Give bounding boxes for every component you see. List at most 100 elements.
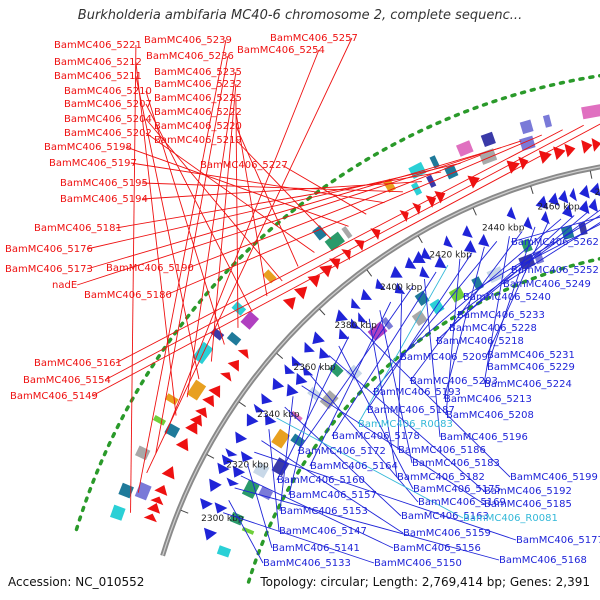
minus-label-leader [368,318,398,478]
minus-label-leader [261,440,404,534]
feature-block [426,174,437,188]
minus-gene-label: BamMC406_5141 [272,543,360,554]
plus-gene-arrow [538,150,552,164]
feature-block [312,225,328,241]
minus-label-leader [301,385,485,505]
plus-label-leader [155,55,229,454]
minus-gene-label: BamMC406_5147 [279,526,367,537]
feature-block [109,504,126,521]
plus-gene-label: BamMC406_5212 [54,57,142,68]
plus-gene-label: BamMC406_5220 [154,121,242,132]
dot-track-outer [74,74,600,532]
minus-gene-label: BamMC406_5168 [499,555,587,566]
plus-label-leader [91,123,600,397]
plus-gene-label: BamMC406_5225 [154,93,242,104]
minus-label-leader [240,475,394,549]
minus-label-leader [483,236,510,385]
plus-gene-label: BamMC406_5204 [64,114,152,125]
plus-gene-arrow [161,466,175,480]
minus-gene-label: BamMC406_5209 [400,352,488,363]
minus-gene-label: BamMC406_5187 [367,405,455,416]
feature-block [478,148,498,165]
plus-label-leader [125,146,349,227]
minus-label-leader [254,451,517,541]
plus-gene-label: BamMC406_5211 [54,71,142,82]
minus-label-leader [423,278,441,438]
plus-gene-label: BamMC406_5210 [64,86,152,97]
minus-gene-arrow [462,225,473,238]
minus-gene-arrow [240,451,254,463]
minus-gene-arrow [232,465,246,478]
plus-gene-arrow [189,414,203,427]
plus-gene-label: BamMC406_5222 [154,107,242,118]
minus-label-leader [445,258,461,416]
minus-gene-arrow [569,187,577,202]
minus-gene-arrow [404,256,417,269]
minus-label-leader [284,406,402,517]
feature-block [429,298,445,315]
plus-gene-label: BamMC406_5257 [270,33,358,44]
plus-label-leader [235,139,332,240]
plus-label-leader [235,111,268,297]
minus-label-leader [510,216,600,243]
plus-gene-arrow [154,485,168,496]
minus-label-leader [462,215,600,298]
feature-block [252,461,270,479]
minus-gene-label: BamMC406_5218 [436,336,524,347]
minus-label-leader [310,375,419,503]
minus-label-leader [366,252,473,411]
plus-gene-arrow [506,160,521,174]
minus-gene-label: BamMC406_5224 [484,379,572,390]
minus-gene-arrow [302,366,314,376]
feature-block [135,445,151,461]
minus-gene-label: BamMC406_5228 [449,323,537,334]
minus-label-leader [399,218,562,358]
plus-gene-arrow [307,275,321,288]
minus-gene-arrow [335,309,348,322]
gene-arrows [143,138,600,541]
minus-gene-arrow [225,448,238,457]
plus-gene-label: BamMC406_5221 [54,40,142,51]
minus-label-leader [331,271,437,437]
feature-block [271,457,290,477]
feature-block [134,481,152,501]
plus-gene-label: BamMC406_5219 [154,135,242,146]
kbp-tick-label: 2380 kbp [334,321,377,331]
map-title: Burkholderia ambifaria MC40-6 chromosome… [77,8,523,23]
minus-gene-arrow [419,266,430,279]
plus-label-leader [145,90,225,345]
minus-gene-label: BamMC406_5164 [310,461,398,472]
plus-gene-arrow [293,286,308,300]
plus-label-leader [86,147,501,270]
minus-gene-label: BamMC406_5172 [298,446,386,457]
plus-gene-arrow [412,202,421,215]
minus-label-leader [379,310,413,464]
minus-gene-arrow [253,403,266,413]
minus-gene-label: BamMC406_5192 [484,486,572,497]
minus-gene-arrow [463,240,477,253]
plus-gene-arrow [143,513,157,523]
minus-gene-arrow [579,184,590,199]
minus-gene-arrow [284,364,296,375]
minus-gene-label: BamMC406_5183 [412,458,500,469]
minus-label-leader [297,286,414,452]
minus-label-leader [443,246,485,400]
minus-gene-label: BamMC406_5153 [280,506,368,517]
plus-gene-label: BamMC406_5254 [237,45,325,56]
minus-gene-arrow [358,312,368,324]
minus-label-leader [309,301,392,467]
plus-gene-label: BamMC406_5232 [154,79,242,90]
plus-gene-arrow [282,297,296,310]
plus-label-leader [235,97,239,328]
feature-block [581,104,600,120]
minus-label-leader [228,500,264,564]
feature-block [411,310,428,327]
minus-gene-label: BamMC406_5150 [374,558,462,569]
kbp-tick-mark [238,401,246,407]
minus-gene-arrow [286,383,299,397]
minus-gene-label: BamMC406_5156 [393,543,481,554]
minus-gene-arrow [523,216,533,230]
minus-gene-label: BamMC406_5157 [289,490,377,501]
minus-gene-arrow [246,413,259,427]
minus-gene-arrow [304,341,315,353]
